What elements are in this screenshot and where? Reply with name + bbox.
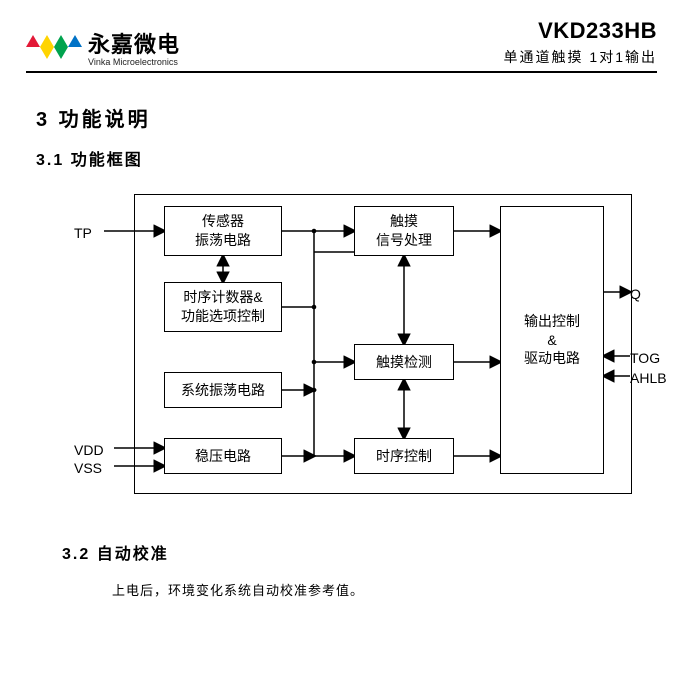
company-name: 永嘉微电 Vinka Microelectronics	[88, 34, 180, 67]
pin-label-q: Q	[630, 286, 641, 302]
section-3-2-body: 上电后，环境变化系统自动校准参考值。	[112, 580, 657, 599]
section-3-title: 3 功能说明	[36, 103, 657, 132]
header-right: VKD233HB 单通道触摸 1对1输出	[504, 18, 657, 67]
pin-label-ahlb: AHLB	[630, 370, 667, 386]
pin-label-vdd: VDD	[74, 442, 104, 458]
block-diagram: 传感器振荡电路时序计数器&功能选项控制系统振荡电路稳压电路 触摸信号处理触摸检测时…	[74, 194, 654, 514]
logo-block: 永嘉微电 Vinka Microelectronics	[26, 33, 180, 67]
block-timing_ctrl: 时序控制	[354, 438, 454, 474]
part-number: VKD233HB	[504, 18, 657, 44]
block-sys_osc: 系统振荡电路	[164, 372, 282, 408]
block-touch_det: 触摸检测	[354, 344, 454, 380]
block-regulator: 稳压电路	[164, 438, 282, 474]
company-logo-icon	[26, 33, 82, 67]
block-sensor_osc: 传感器振荡电路	[164, 206, 282, 256]
pin-label-tp: TP	[74, 225, 92, 241]
company-name-en: Vinka Microelectronics	[88, 58, 180, 67]
block-timer_ctrl: 时序计数器&功能选项控制	[164, 282, 282, 332]
section-3-1-title: 3.1 功能框图	[36, 146, 657, 170]
section-3-2-title: 3.2 自动校准	[62, 540, 657, 564]
pin-label-tog: TOG	[630, 350, 660, 366]
block-sig_proc: 触摸信号处理	[354, 206, 454, 256]
block-output_drv: 输出控制&驱动电路	[500, 206, 604, 474]
part-subtitle: 单通道触摸 1对1输出	[504, 47, 657, 67]
company-name-cn: 永嘉微电	[88, 34, 180, 56]
pin-label-vss: VSS	[74, 460, 102, 476]
header: 永嘉微电 Vinka Microelectronics VKD233HB 单通道…	[26, 18, 657, 73]
